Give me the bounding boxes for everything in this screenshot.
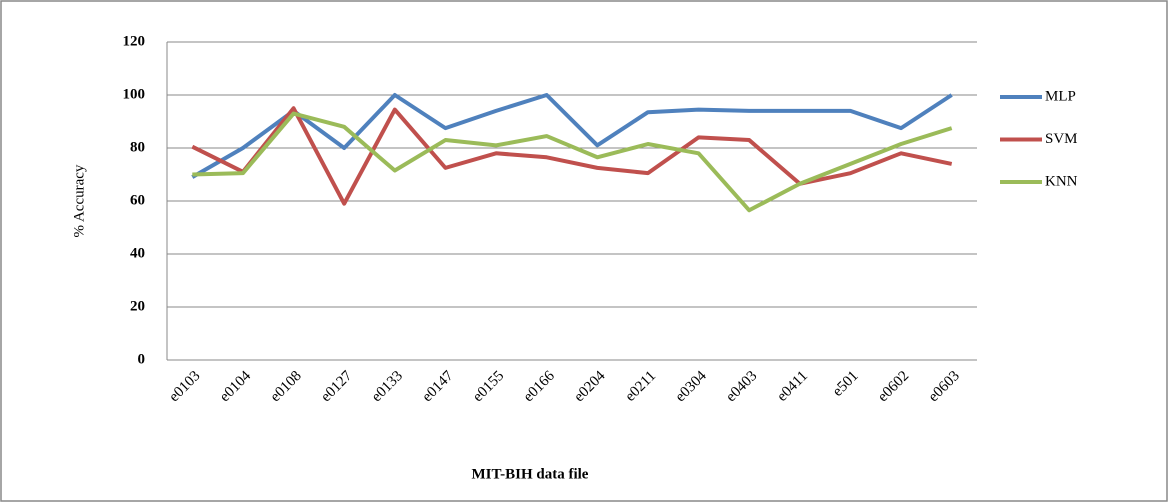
y-tick-label: 80 (130, 139, 145, 155)
series-line (191, 93, 953, 179)
series-line (191, 106, 953, 206)
series-line (192, 111, 953, 213)
y-axis-label: % Accuracy (71, 164, 87, 237)
y-tick-label: 40 (130, 245, 145, 261)
legend-label: SVM (1045, 131, 1078, 147)
y-tick-label: 120 (123, 33, 146, 49)
y-tick-label: 20 (130, 298, 145, 314)
legend-label: KNN (1045, 173, 1078, 189)
y-tick-label: 0 (138, 351, 146, 367)
legend-label: MLP (1045, 88, 1076, 104)
x-axis-label: MIT-BIH data file (472, 466, 589, 482)
y-tick-label: 60 (130, 192, 145, 208)
y-tick-label: 100 (123, 86, 146, 102)
